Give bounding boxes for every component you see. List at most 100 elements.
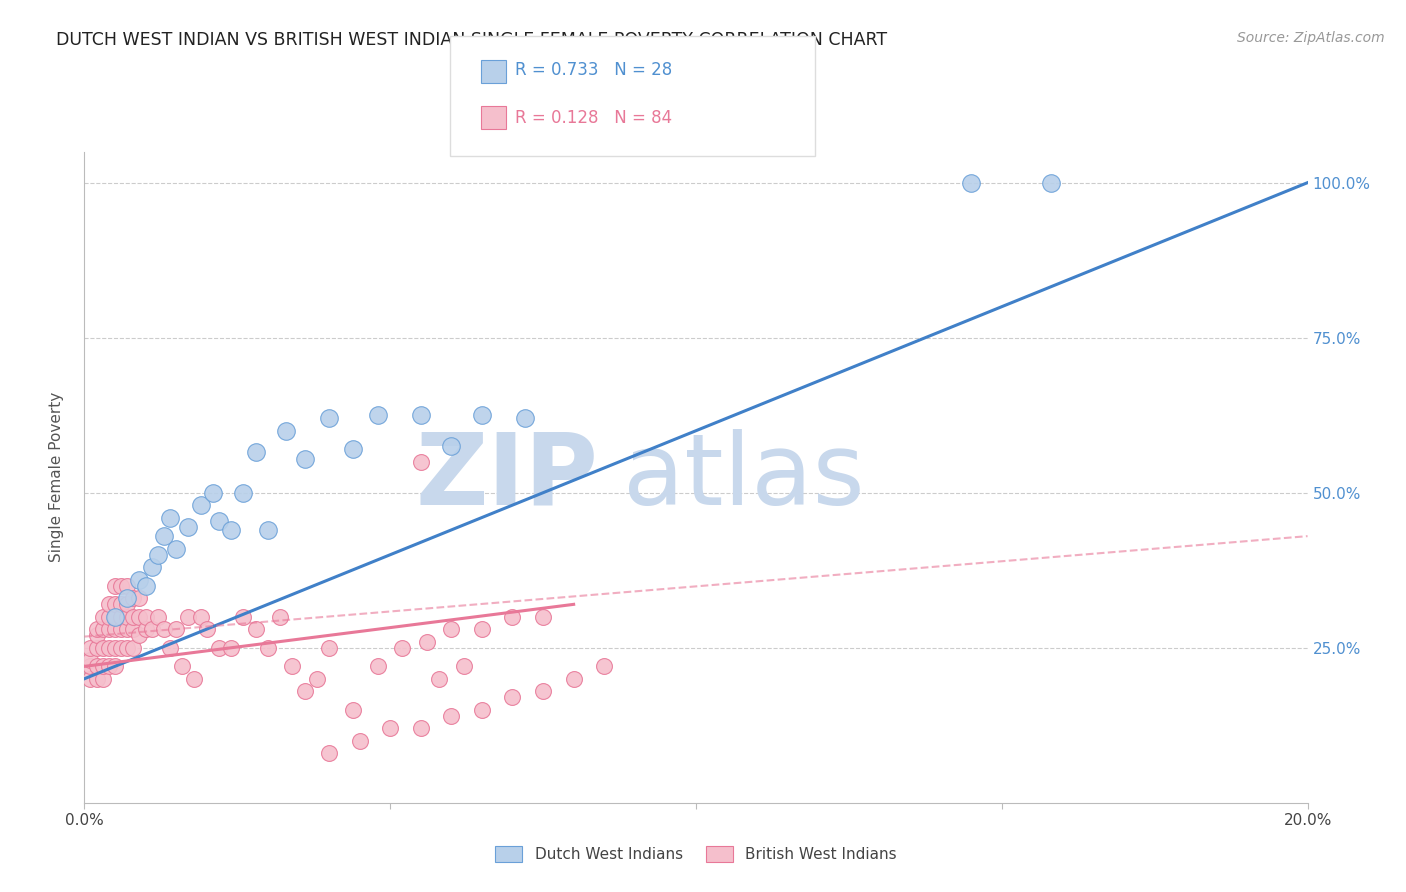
Point — [409, 722, 432, 736]
Point — [115, 609, 138, 624]
Point — [110, 622, 132, 636]
Text: atlas: atlas — [623, 429, 865, 525]
Point — [115, 591, 138, 606]
Point — [440, 709, 463, 723]
Point — [245, 445, 267, 459]
Point — [135, 622, 157, 636]
Point — [141, 560, 163, 574]
Point — [135, 579, 157, 593]
Point — [122, 622, 145, 636]
Point — [294, 451, 316, 466]
Point — [91, 609, 114, 624]
Point — [416, 634, 439, 648]
Point — [104, 609, 127, 624]
Point — [269, 609, 291, 624]
Point — [104, 598, 127, 612]
Point — [562, 672, 585, 686]
Point — [391, 640, 413, 655]
Point — [208, 514, 231, 528]
Point — [409, 408, 432, 422]
Text: DUTCH WEST INDIAN VS BRITISH WEST INDIAN SINGLE FEMALE POVERTY CORRELATION CHART: DUTCH WEST INDIAN VS BRITISH WEST INDIAN… — [56, 31, 887, 49]
Point — [91, 622, 114, 636]
Point — [86, 672, 108, 686]
Point — [115, 640, 138, 655]
Point — [177, 609, 200, 624]
Point — [165, 541, 187, 556]
Point — [367, 408, 389, 422]
Point — [276, 424, 298, 438]
Point — [115, 622, 138, 636]
Point — [219, 640, 242, 655]
Point — [86, 628, 108, 642]
Point — [281, 659, 304, 673]
Point — [128, 609, 150, 624]
Point — [110, 609, 132, 624]
Point — [135, 609, 157, 624]
Point — [104, 609, 127, 624]
Point — [104, 622, 127, 636]
Point — [502, 690, 524, 705]
Point — [318, 746, 340, 760]
Point — [440, 439, 463, 453]
Point — [91, 672, 114, 686]
Point — [110, 640, 132, 655]
Point — [349, 733, 371, 747]
Point — [245, 622, 267, 636]
Point — [318, 411, 340, 425]
Point — [97, 640, 120, 655]
Point — [104, 579, 127, 593]
Point — [427, 672, 450, 686]
Point — [153, 529, 176, 543]
Point — [257, 640, 280, 655]
Point — [110, 598, 132, 612]
Point — [177, 520, 200, 534]
Point — [531, 609, 554, 624]
Point — [318, 640, 340, 655]
Point — [91, 640, 114, 655]
Point — [471, 408, 494, 422]
Point — [86, 622, 108, 636]
Text: R = 0.128   N = 84: R = 0.128 N = 84 — [515, 109, 672, 127]
Point — [146, 609, 169, 624]
Point — [79, 640, 101, 655]
Point — [257, 523, 280, 537]
Point — [380, 722, 402, 736]
Point — [409, 455, 432, 469]
Point — [165, 622, 187, 636]
Point — [502, 609, 524, 624]
Point — [97, 609, 120, 624]
Point — [104, 640, 127, 655]
Point — [190, 609, 212, 624]
Point — [79, 653, 101, 667]
Point — [440, 622, 463, 636]
Point — [79, 672, 101, 686]
Point — [1039, 176, 1062, 190]
Point — [128, 573, 150, 587]
Point — [122, 640, 145, 655]
Point — [86, 640, 108, 655]
Point — [593, 659, 616, 673]
Point — [183, 672, 205, 686]
Point — [128, 591, 150, 606]
Point — [453, 659, 475, 673]
Point — [471, 703, 494, 717]
Point — [305, 672, 328, 686]
Point — [960, 176, 983, 190]
Point — [232, 609, 254, 624]
Point — [97, 622, 120, 636]
Point — [79, 659, 101, 673]
Point — [294, 684, 316, 698]
Point — [159, 510, 181, 524]
Point — [531, 684, 554, 698]
Text: ZIP: ZIP — [415, 429, 598, 525]
Point — [91, 659, 114, 673]
Point — [201, 485, 224, 500]
Point — [342, 703, 364, 717]
Point — [104, 659, 127, 673]
Point — [153, 622, 176, 636]
Point — [97, 659, 120, 673]
Point — [86, 659, 108, 673]
Point — [115, 579, 138, 593]
Point — [342, 442, 364, 457]
Point — [115, 598, 138, 612]
